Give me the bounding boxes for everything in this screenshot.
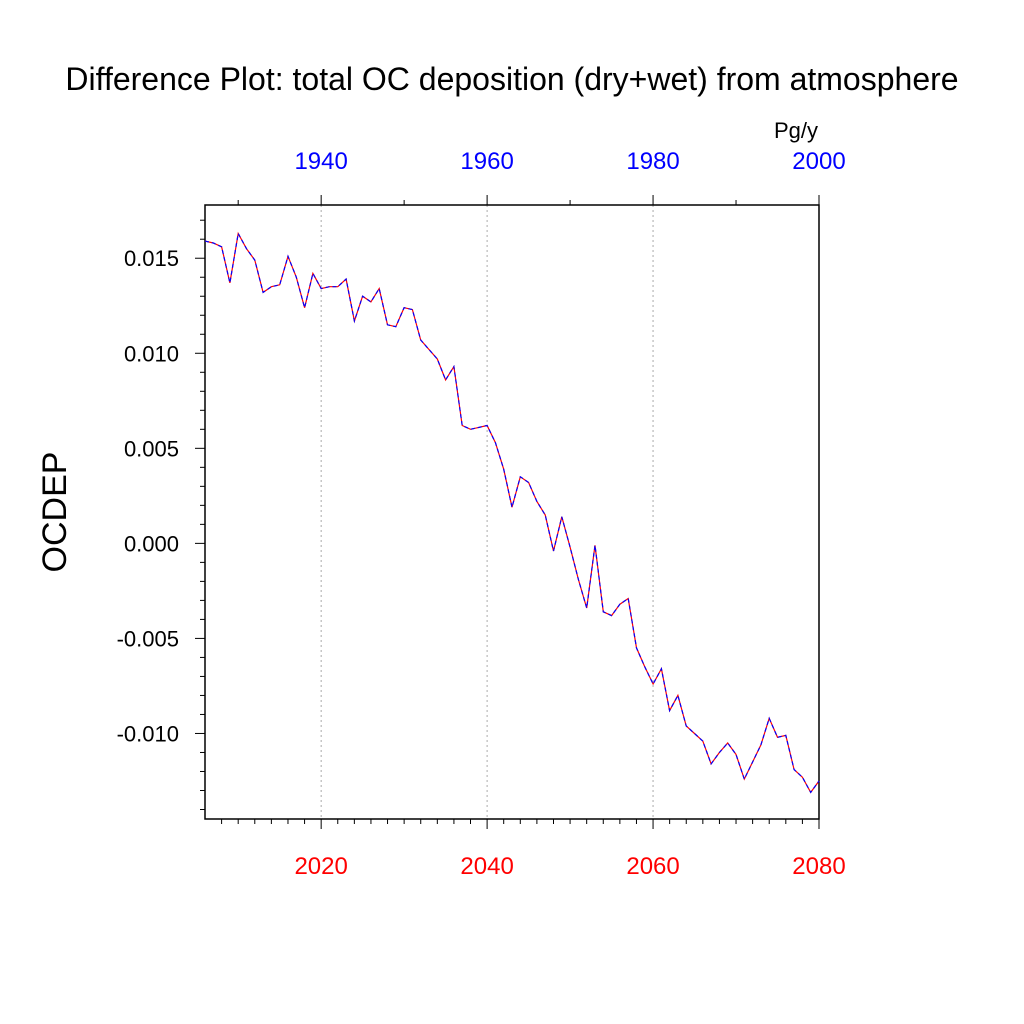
y-tick-label: 0.015 (124, 246, 179, 271)
y-tick-label: -0.005 (117, 626, 179, 651)
bottom-x-tick-labels: 2020 2040 2060 2080 (294, 853, 845, 880)
grid-lines (320, 205, 654, 819)
bottom-x-tick-label: 2020 (294, 853, 347, 880)
top-x-tick-label: 1980 (626, 148, 679, 175)
y-tick-labels: 0.015 0.010 0.005 0.000 -0.005 -0.010 (117, 246, 179, 746)
top-x-tick-label: 1940 (294, 148, 347, 175)
top-x-tick-label: 1960 (460, 148, 513, 175)
series-line-red (204, 231, 820, 794)
axis-ticks (195, 195, 820, 829)
y-axis-label: OCDEP (36, 452, 74, 573)
top-x-tick-labels: 1940 1960 1980 2000 (294, 148, 845, 175)
top-x-tick-label: 2000 (792, 148, 845, 175)
y-tick-label: 0.000 (124, 531, 179, 556)
y-tick-label: 0.010 (124, 341, 179, 366)
y-tick-label: 0.005 (124, 436, 179, 461)
series-line-blue-dashed (204, 231, 820, 794)
units-label: Pg/y (774, 118, 818, 143)
y-tick-label: -0.010 (117, 721, 179, 746)
bottom-x-tick-label: 2060 (626, 853, 679, 880)
bottom-x-tick-label: 2040 (460, 853, 513, 880)
bottom-x-tick-label: 2080 (792, 853, 845, 880)
plot-frame (204, 204, 820, 820)
series-group (204, 231, 820, 794)
chart-title: Difference Plot: total OC deposition (dr… (65, 61, 958, 97)
